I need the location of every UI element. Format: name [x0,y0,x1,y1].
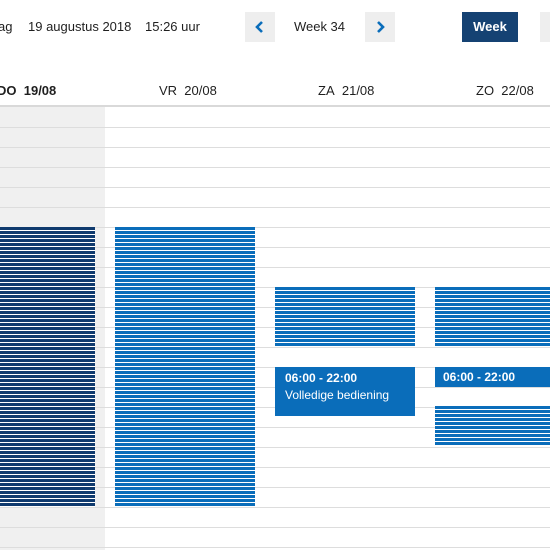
current-date: 19 augustus 2018 [28,19,132,34]
day-header-saturday[interactable]: ZA 21/08 [318,82,374,100]
week-view-button[interactable]: Week [462,12,518,42]
event-saturday[interactable]: 06:00 - 22:00 Volledige bediening [275,367,415,416]
availability-block-friday[interactable] [115,227,255,507]
hour-grid-line [0,467,550,468]
header-divider [0,105,550,107]
hour-grid-line [0,427,550,428]
day-date: 22/08 [501,83,534,98]
hour-grid-line [0,347,550,348]
previous-week-button[interactable] [245,12,275,42]
next-week-button[interactable] [365,12,395,42]
hour-grid-line [0,447,550,448]
hour-grid-line [0,127,550,128]
day-header-friday[interactable]: VR 20/08 [159,82,217,100]
event-sunday[interactable]: 06:00 - 22:00 [435,367,550,387]
hour-grid-line [0,527,550,528]
hour-grid-line [0,547,550,548]
event-time: 06:00 - 22:00 [443,370,516,384]
hour-grid-line [0,207,550,208]
hour-grid-line [0,187,550,188]
day-name: DO [0,83,17,98]
availability-block-thursday[interactable] [0,227,95,507]
today-button-label[interactable]: ag [0,19,13,34]
day-name: VR [159,83,178,98]
day-date: 21/08 [341,83,375,98]
event-label: Volledige bediening [285,388,390,402]
day-date: 20/08 [184,83,217,98]
event-time: 06:00 - 22:00 [285,371,358,385]
availability-block-saturday[interactable] [275,287,415,347]
hour-grid-line [0,147,550,148]
day-header-thursday[interactable]: DO 19/08 [0,82,56,100]
calendar-toolbar: ag 19 augustus 2018 15:26 uur Week 34 We… [0,0,550,56]
current-time: 15:26 uur [145,19,200,34]
hour-grid-line [0,247,550,248]
chevron-left-icon [255,21,263,33]
day-name: ZA [318,83,335,98]
chevron-right-icon [377,21,385,33]
other-view-button[interactable] [540,12,550,42]
hour-grid-line [0,267,550,268]
day-date: 19/08 [23,83,57,98]
availability-block-sunday-late[interactable] [435,406,550,446]
availability-block-sunday[interactable] [435,287,550,347]
hour-grid-line [0,227,550,228]
hour-grid-line [0,487,550,488]
day-name: ZO [476,83,495,98]
hour-grid-line [0,167,550,168]
hour-grid-line [0,507,550,508]
week-number-label: Week 34 [293,19,346,34]
day-header-sunday[interactable]: ZO 22/08 [476,82,534,100]
